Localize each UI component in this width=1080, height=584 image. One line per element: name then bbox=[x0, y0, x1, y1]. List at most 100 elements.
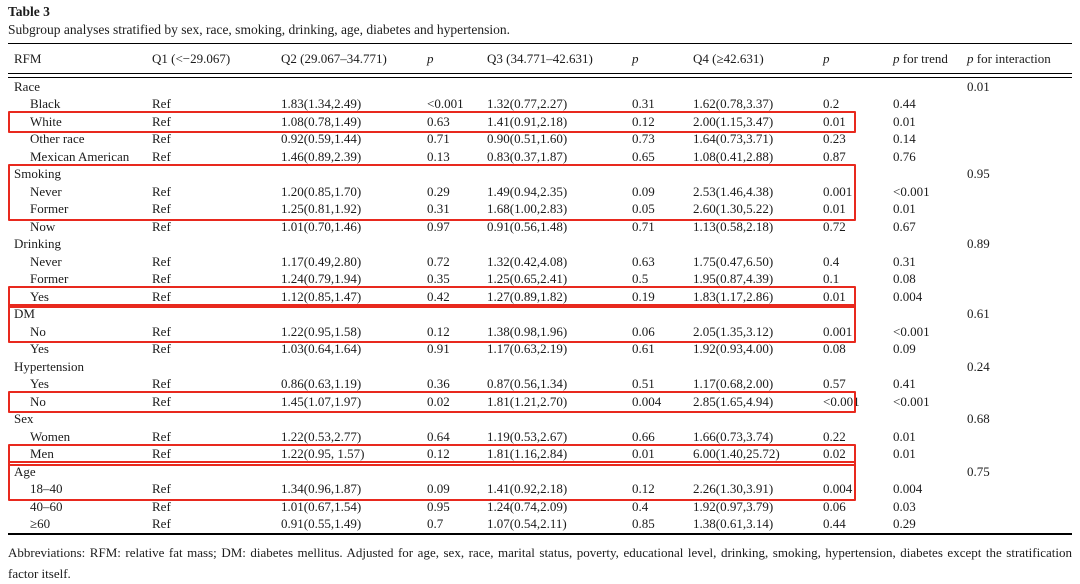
cell: 0.1 bbox=[823, 271, 840, 287]
cell: 0.12 bbox=[427, 446, 450, 462]
cell bbox=[820, 235, 885, 253]
data-row: Mexican American Ref 1.46(0.89,2.39) 0.13 0.… bbox=[8, 148, 1072, 166]
row-label: Former bbox=[30, 201, 69, 217]
cell bbox=[885, 463, 966, 481]
cell: 0.63 bbox=[632, 253, 655, 269]
cell: 1.66(0.73,3.74) bbox=[693, 428, 774, 444]
cell bbox=[420, 305, 485, 323]
cell: 1.38(0.98,1.96) bbox=[487, 323, 568, 339]
cell bbox=[281, 463, 420, 481]
cell bbox=[966, 148, 1072, 166]
cell bbox=[281, 358, 420, 376]
cell: 0.72 bbox=[823, 218, 846, 234]
cell bbox=[966, 95, 1072, 113]
group-row: Hypertension 0.24 bbox=[8, 358, 1072, 376]
cell: 0.31 bbox=[632, 96, 655, 112]
cell: 0.02 bbox=[427, 393, 450, 409]
row-label: DM bbox=[14, 306, 35, 322]
data-row: Men Ref 1.22(0.95, 1.57) 0.12 1.81(1.16,2.84… bbox=[8, 445, 1072, 463]
row-label: Former bbox=[30, 271, 69, 287]
cell: 0.71 bbox=[427, 131, 450, 147]
cell: 0.63 bbox=[427, 113, 450, 129]
cell: 1.45(1.07,1.97) bbox=[281, 393, 362, 409]
cell bbox=[152, 358, 281, 376]
cell bbox=[966, 515, 1072, 533]
cell: 1.12(0.85,1.47) bbox=[281, 288, 362, 304]
header-table: RFM Q1 (<−29.067) Q2 (29.067–34.771) p Q3 (3… bbox=[8, 44, 1072, 73]
cell bbox=[485, 78, 628, 96]
cell: <0.001 bbox=[893, 393, 930, 409]
divider-bottom-rule bbox=[8, 532, 1072, 535]
cell: 0.86(0.63,1.19) bbox=[281, 376, 362, 392]
row-label: 40–60 bbox=[30, 498, 63, 514]
row-label: Black bbox=[30, 96, 61, 112]
cell: Ref bbox=[152, 516, 171, 532]
cell bbox=[485, 305, 628, 323]
column-header: Q1 (<−29.067) bbox=[152, 50, 231, 66]
data-row: ≥60 Ref 0.91(0.55,1.49) 0.7 1.07(0.54,2.11) 0… bbox=[8, 515, 1072, 533]
cell bbox=[966, 428, 1072, 446]
data-row: Yes Ref 1.03(0.64,1.64) 0.91 1.17(0.63,2.19)… bbox=[8, 340, 1072, 358]
cell bbox=[820, 78, 885, 96]
cell: 1.32(0.77,2.27) bbox=[487, 96, 568, 112]
cell bbox=[420, 165, 485, 183]
cell: Ref bbox=[152, 376, 171, 392]
row-label: Age bbox=[14, 463, 36, 479]
cell: 6.00(1.40,25.72) bbox=[693, 446, 780, 462]
cell: 0.4 bbox=[632, 498, 649, 514]
cell: 1.41(0.91,2.18) bbox=[487, 113, 568, 129]
cell bbox=[485, 235, 628, 253]
cell bbox=[420, 358, 485, 376]
cell bbox=[485, 165, 628, 183]
cell: 1.81(1.16,2.84) bbox=[487, 446, 568, 462]
column-header: p for interaction bbox=[967, 50, 1051, 66]
cell bbox=[628, 305, 693, 323]
cell: 1.24(0.74,2.09) bbox=[487, 498, 568, 514]
group-row: Race 0.01 bbox=[8, 78, 1072, 96]
cell: 0.41 bbox=[893, 376, 916, 392]
data-row: Other race Ref 0.92(0.59,1.44) 0.71 0.90(0.5… bbox=[8, 130, 1072, 148]
cell bbox=[966, 183, 1072, 201]
cell bbox=[966, 130, 1072, 148]
row-label: No bbox=[30, 393, 46, 409]
cell: 0.004 bbox=[632, 393, 662, 409]
cell bbox=[966, 323, 1072, 341]
cell: 0.01 bbox=[893, 201, 916, 217]
cell: 1.41(0.92,2.18) bbox=[487, 481, 568, 497]
cell: 0.19 bbox=[632, 288, 655, 304]
cell: 0.02 bbox=[823, 446, 846, 462]
cell: 0.5 bbox=[632, 271, 649, 287]
cell: 0.01 bbox=[823, 113, 846, 129]
group-row: Sex 0.68 bbox=[8, 410, 1072, 428]
cell bbox=[485, 358, 628, 376]
cell: 0.42 bbox=[427, 288, 450, 304]
cell bbox=[693, 305, 820, 323]
cell: 0.92(0.59,1.44) bbox=[281, 131, 362, 147]
cell: 0.01 bbox=[632, 446, 655, 462]
cell: 0.72 bbox=[427, 253, 450, 269]
cell: 0.13 bbox=[427, 148, 450, 164]
cell: 0.09 bbox=[427, 481, 450, 497]
cell bbox=[693, 358, 820, 376]
cell: Ref bbox=[152, 428, 171, 444]
cell: 0.08 bbox=[893, 271, 916, 287]
row-label: Mexican American bbox=[30, 148, 130, 164]
cell: 0.95 bbox=[427, 498, 450, 514]
cell: Ref bbox=[152, 183, 171, 199]
data-row: Women Ref 1.22(0.53,2.77) 0.64 1.19(0.53,2.6… bbox=[8, 428, 1072, 446]
body-wrap: Race 0.01 Black Ref 1.83(1.34,2.49) <0.001 1.3… bbox=[8, 78, 1072, 533]
cell bbox=[628, 235, 693, 253]
cell bbox=[966, 218, 1072, 236]
data-row: White Ref 1.08(0.78,1.49) 0.63 1.41(0.91,2.1… bbox=[8, 113, 1072, 131]
cell bbox=[693, 78, 820, 96]
cell bbox=[485, 463, 628, 481]
cell bbox=[420, 78, 485, 96]
row-label: Sex bbox=[14, 411, 34, 427]
row-label: Drinking bbox=[14, 236, 61, 252]
cell: <0.001 bbox=[893, 323, 930, 339]
cell bbox=[152, 463, 281, 481]
cell bbox=[966, 200, 1072, 218]
cell: 1.25(0.65,2.41) bbox=[487, 271, 568, 287]
column-header: p bbox=[632, 50, 639, 66]
cell bbox=[420, 463, 485, 481]
